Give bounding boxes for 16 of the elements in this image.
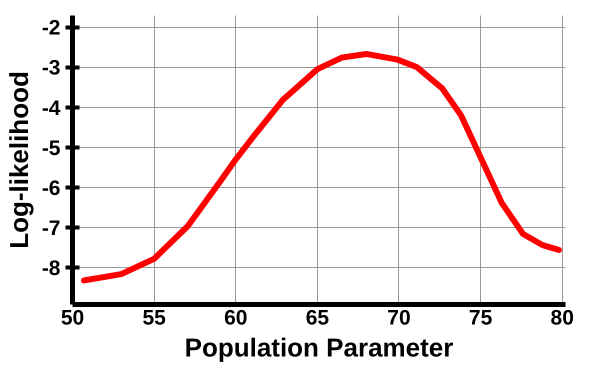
x-tick-label: 65 xyxy=(306,306,330,330)
x-tick-label: 60 xyxy=(224,306,248,330)
x-tick-label: 50 xyxy=(60,306,84,330)
y-tick-label: -6 xyxy=(42,176,61,200)
y-tick-label: -4 xyxy=(42,96,61,120)
y-tick-label: -7 xyxy=(42,217,61,240)
y-axis-title: Log-likelihood xyxy=(4,71,34,249)
y-tick-label: -8 xyxy=(42,257,61,280)
x-axis-title: Population Parameter xyxy=(184,332,454,362)
y-tick-label: -3 xyxy=(42,56,61,80)
y-tick-label: -5 xyxy=(42,136,61,160)
x-tick-label: 75 xyxy=(468,306,493,330)
x-tick-label: 80 xyxy=(550,306,574,330)
y-tick-label: -2 xyxy=(42,16,61,40)
x-tick-label: 70 xyxy=(387,306,411,330)
x-tick-label: 55 xyxy=(142,306,166,330)
